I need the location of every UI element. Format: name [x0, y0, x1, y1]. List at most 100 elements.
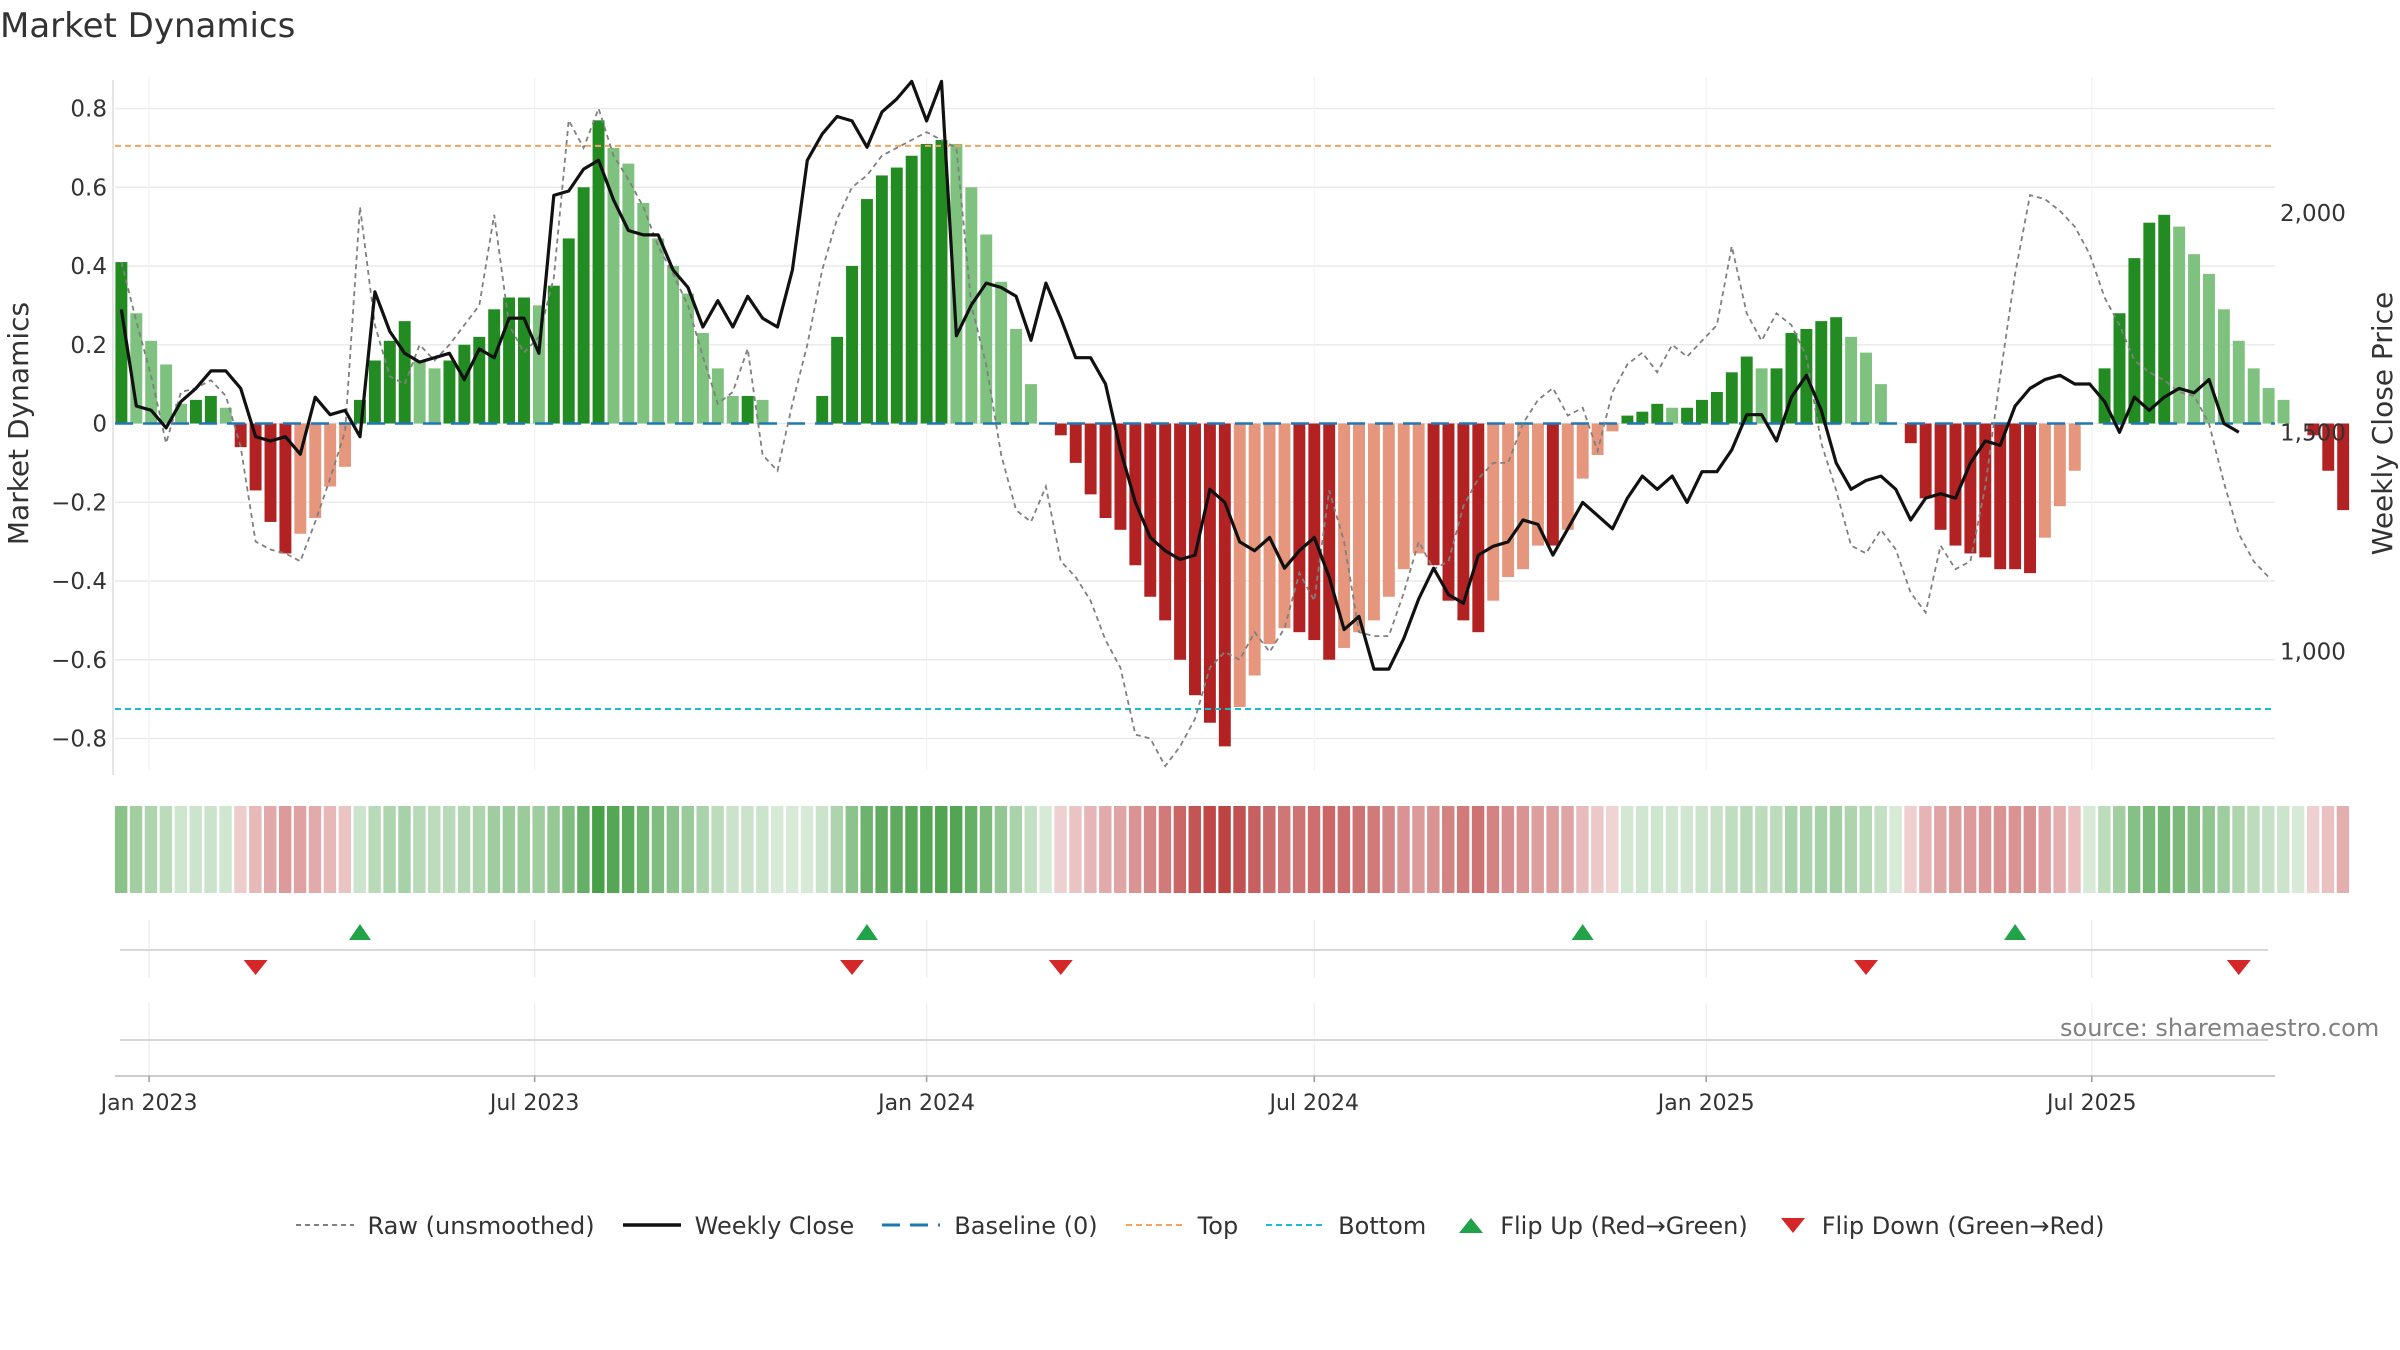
regime-cell	[278, 806, 292, 893]
legend-label: Flip Up (Red→Green)	[1500, 1212, 1748, 1240]
regime-cell	[845, 806, 858, 893]
bar	[532, 305, 545, 424]
bar	[1949, 423, 1962, 546]
y-tick-label: −0.2	[51, 490, 107, 516]
regime-cell	[2336, 806, 2350, 893]
regime-cell	[2187, 806, 2201, 893]
bar	[1830, 317, 1843, 424]
regime-cell	[1039, 806, 1052, 893]
y-axis-label: Market Dynamics	[2, 302, 35, 545]
bar	[1785, 332, 1798, 424]
bar	[1174, 423, 1187, 660]
y-tick-label: 0.4	[70, 254, 107, 280]
legend-swatch-raw	[295, 1224, 354, 1226]
regime-cell	[2068, 806, 2081, 893]
regime-cell	[1278, 806, 1291, 893]
regime-cell	[2083, 806, 2096, 893]
regime-cell	[1158, 806, 1172, 893]
regime-cell	[1844, 806, 1858, 893]
regime-cell	[1710, 806, 1723, 893]
legend-swatch-flip-down	[1780, 1218, 1805, 1233]
bar	[2098, 368, 2111, 424]
bar	[741, 395, 754, 424]
y-tick-label: 0.2	[70, 333, 107, 359]
bar	[294, 423, 307, 534]
bar	[339, 423, 352, 467]
regime-cell	[1248, 806, 1261, 893]
bar	[2203, 273, 2215, 424]
y-tick-label: −0.6	[51, 648, 107, 674]
bar	[980, 234, 993, 424]
regime-cell	[1561, 806, 1574, 893]
bar	[1815, 321, 1828, 424]
legend-label: Bottom	[1338, 1212, 1427, 1240]
bar	[2262, 388, 2275, 424]
bar	[905, 155, 918, 424]
regime-cell	[428, 806, 441, 893]
bar	[2232, 340, 2245, 424]
legend-label: Top	[1197, 1212, 1239, 1240]
bar	[2173, 226, 2186, 424]
bar	[1860, 352, 1872, 424]
flip-down-marker	[1048, 960, 1073, 975]
bar	[711, 368, 724, 424]
regime-cell	[1904, 806, 1917, 893]
regime-cell	[1740, 806, 1753, 893]
bar	[130, 313, 143, 424]
regime-cell	[517, 806, 530, 893]
regime-cell	[1292, 806, 1306, 893]
regime-cell	[815, 806, 829, 893]
bar	[309, 423, 322, 518]
legend: Raw (unsmoothed) Weekly Close Baseline (0)…	[0, 1206, 2400, 1246]
bar	[1218, 423, 1231, 747]
legend-item-flip-down: Flip Down (Green→Red)	[1776, 1212, 2105, 1240]
regime-cell	[1188, 806, 1201, 893]
regime-cell	[1635, 806, 1649, 893]
lines-layer	[115, 79, 2275, 768]
bar	[1740, 356, 1753, 424]
bar	[1666, 407, 1679, 424]
regime-cell	[905, 806, 918, 893]
regime-cell	[1680, 806, 1694, 893]
bar	[398, 321, 411, 424]
bar	[1412, 423, 1425, 554]
legend-swatch-baseline	[882, 1223, 941, 1227]
bar	[1323, 423, 1336, 660]
regime-cell	[2172, 806, 2186, 893]
bar	[562, 238, 575, 424]
regime-cell	[994, 806, 1008, 893]
bar	[518, 297, 530, 424]
bar	[1845, 336, 1858, 424]
bar	[1472, 423, 1485, 633]
regime-cell	[2202, 806, 2215, 893]
regime-cell	[1993, 806, 2007, 893]
flip-down-marker	[243, 960, 268, 975]
regime-cell	[1099, 806, 1112, 893]
regime-cell	[1113, 806, 1127, 893]
regime-cell	[219, 806, 232, 893]
bar	[368, 360, 381, 424]
bar	[860, 199, 873, 424]
regime-cell	[964, 806, 978, 893]
bar	[2188, 254, 2201, 424]
bar	[1129, 423, 1142, 566]
bar	[2307, 423, 2320, 436]
regime-cell	[383, 806, 396, 893]
regime-cell	[323, 806, 337, 893]
bar	[890, 167, 903, 424]
chart-title: Market Dynamics	[0, 6, 296, 46]
bar	[1606, 423, 1619, 432]
flip-up-marker	[855, 924, 878, 940]
bar	[1233, 423, 1246, 707]
legend-swatch-bottom	[1266, 1224, 1325, 1226]
regime-cell	[1412, 806, 1425, 893]
regime-cell	[159, 806, 173, 893]
y-tick-label: 0.6	[70, 175, 107, 201]
regime-cell	[1128, 806, 1142, 893]
regime-cell	[592, 806, 605, 893]
bar	[2113, 313, 2126, 424]
bar	[458, 344, 471, 424]
regime-cell	[1486, 806, 1500, 893]
regime-cell	[532, 806, 545, 893]
bar	[175, 403, 187, 424]
